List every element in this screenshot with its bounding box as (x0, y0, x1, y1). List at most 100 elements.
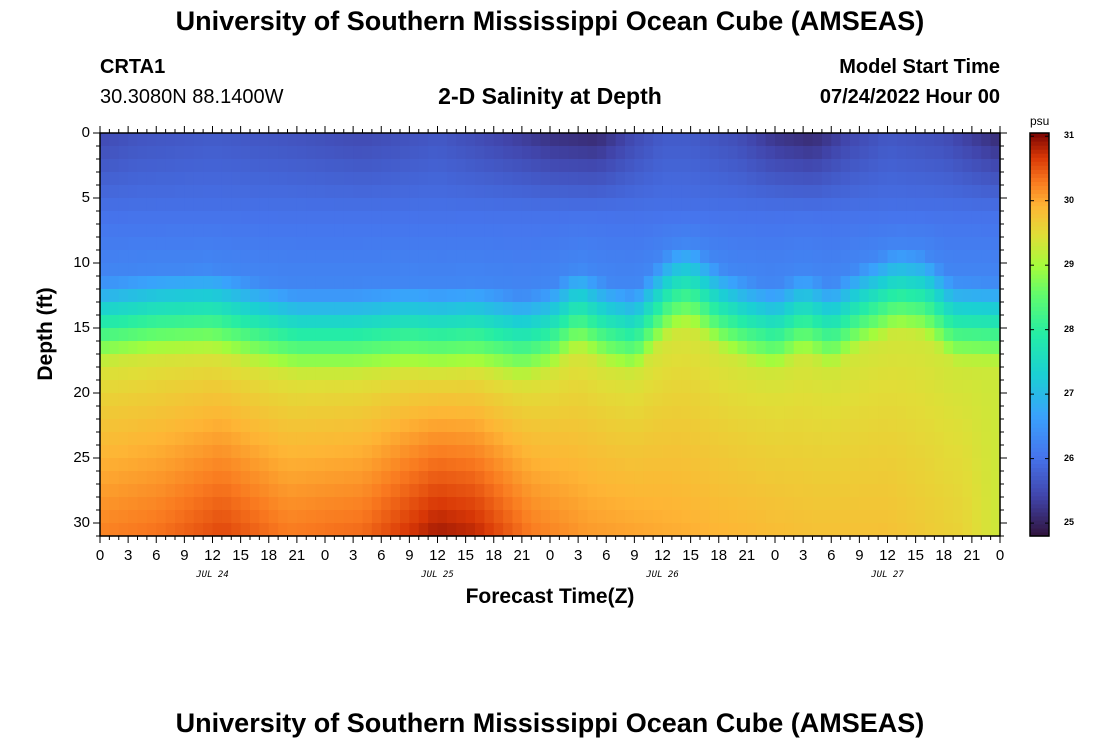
heatmap-cell (521, 172, 532, 186)
heatmap-cell (756, 159, 767, 173)
heatmap-cell (896, 237, 907, 251)
heatmap-cell (709, 510, 720, 524)
heatmap-cell (512, 250, 523, 264)
heatmap-cell (531, 341, 542, 355)
heatmap-cell (625, 172, 635, 186)
heatmap-cell (643, 341, 654, 355)
heatmap-cell (625, 159, 635, 173)
colorbar-tick-label: 31 (1064, 130, 1075, 141)
heatmap-cell (728, 172, 739, 186)
heatmap-cell (896, 458, 907, 472)
heatmap-cell (109, 419, 120, 433)
heatmap-cell (165, 276, 176, 290)
heatmap-cell (540, 263, 551, 277)
heatmap-cell (175, 432, 185, 446)
heatmap-cell (278, 497, 289, 511)
heatmap-cell (896, 393, 907, 407)
heatmap-cell (362, 354, 373, 368)
heatmap-cell (184, 523, 195, 537)
heatmap-cell (512, 133, 523, 147)
heatmap-cell (971, 471, 982, 485)
colorbar-segment (1030, 407, 1049, 412)
heatmap-cell (671, 510, 682, 524)
heatmap-cell (381, 484, 392, 498)
heatmap-cell (662, 263, 673, 277)
heatmap-cell (306, 185, 317, 199)
heatmap-cell (465, 510, 476, 524)
heatmap-cell (371, 523, 382, 537)
heatmap-cell (128, 146, 139, 160)
heatmap-cell (765, 211, 776, 225)
heatmap-cell (587, 380, 598, 394)
heatmap-cell (756, 263, 767, 277)
heatmap-cell (803, 159, 814, 173)
heatmap-cell (962, 523, 973, 537)
heatmap-cell (953, 198, 964, 212)
heatmap-cell (343, 445, 354, 459)
heatmap-cell (709, 237, 720, 251)
heatmap-cell (793, 510, 804, 524)
heatmap-cell (671, 289, 682, 303)
heatmap-cell (428, 393, 439, 407)
heatmap-cell (550, 419, 560, 433)
heatmap-cell (859, 237, 870, 251)
heatmap-cell (221, 263, 232, 277)
heatmap-cell (971, 523, 982, 537)
heatmap-cell (212, 159, 223, 173)
heatmap-cell (250, 276, 260, 290)
heatmap-cell (596, 406, 607, 420)
heatmap-cell (184, 198, 195, 212)
heatmap-cell (934, 302, 945, 316)
heatmap-cell (915, 263, 926, 277)
heatmap-cell (625, 133, 635, 147)
heatmap-cell (934, 185, 945, 199)
heatmap-cell (268, 458, 279, 472)
heatmap-cell (962, 146, 973, 160)
heatmap-cell (231, 380, 242, 394)
heatmap-cell (203, 276, 214, 290)
heatmap-cell (681, 510, 692, 524)
heatmap-cell (934, 367, 945, 381)
heatmap-cell (559, 510, 570, 524)
heatmap-cell (175, 341, 185, 355)
heatmap-cell (306, 224, 317, 238)
heatmap-cell (175, 146, 185, 160)
heatmap-cell (756, 302, 767, 316)
colorbar-segment (1030, 503, 1049, 509)
heatmap-cell (493, 250, 504, 264)
heatmap-cell (493, 510, 504, 524)
heatmap-cell (943, 328, 954, 342)
heatmap-cell (409, 484, 420, 498)
heatmap-cell (325, 263, 335, 277)
heatmap-cell (943, 471, 954, 485)
heatmap-cell (521, 146, 532, 160)
heatmap-cell (568, 159, 579, 173)
heatmap-cell (653, 406, 664, 420)
heatmap-cell (512, 484, 523, 498)
heatmap-cell (878, 146, 889, 160)
heatmap-cell (981, 445, 992, 459)
heatmap-cell (831, 185, 842, 199)
heatmap-cell (653, 445, 664, 459)
heatmap-cell (756, 367, 767, 381)
heatmap-cell (803, 224, 814, 238)
heatmap-cell (475, 250, 485, 264)
heatmap-cell (681, 406, 692, 420)
heatmap-cell (231, 237, 242, 251)
heatmap-cell (784, 497, 795, 511)
heatmap-cell (521, 419, 532, 433)
heatmap-cell (381, 159, 392, 173)
heatmap-cell (109, 198, 120, 212)
heatmap-cell (728, 484, 739, 498)
heatmap-cell (100, 458, 110, 472)
heatmap-cell (250, 354, 260, 368)
heatmap-cell (850, 159, 860, 173)
heatmap-cell (418, 471, 429, 485)
heatmap-cell (268, 497, 279, 511)
heatmap-cell (625, 497, 635, 511)
heatmap-cell (484, 250, 495, 264)
heatmap-cell (643, 146, 654, 160)
heatmap-cell (643, 471, 654, 485)
heatmap-cell (531, 263, 542, 277)
heatmap-cell (278, 172, 289, 186)
